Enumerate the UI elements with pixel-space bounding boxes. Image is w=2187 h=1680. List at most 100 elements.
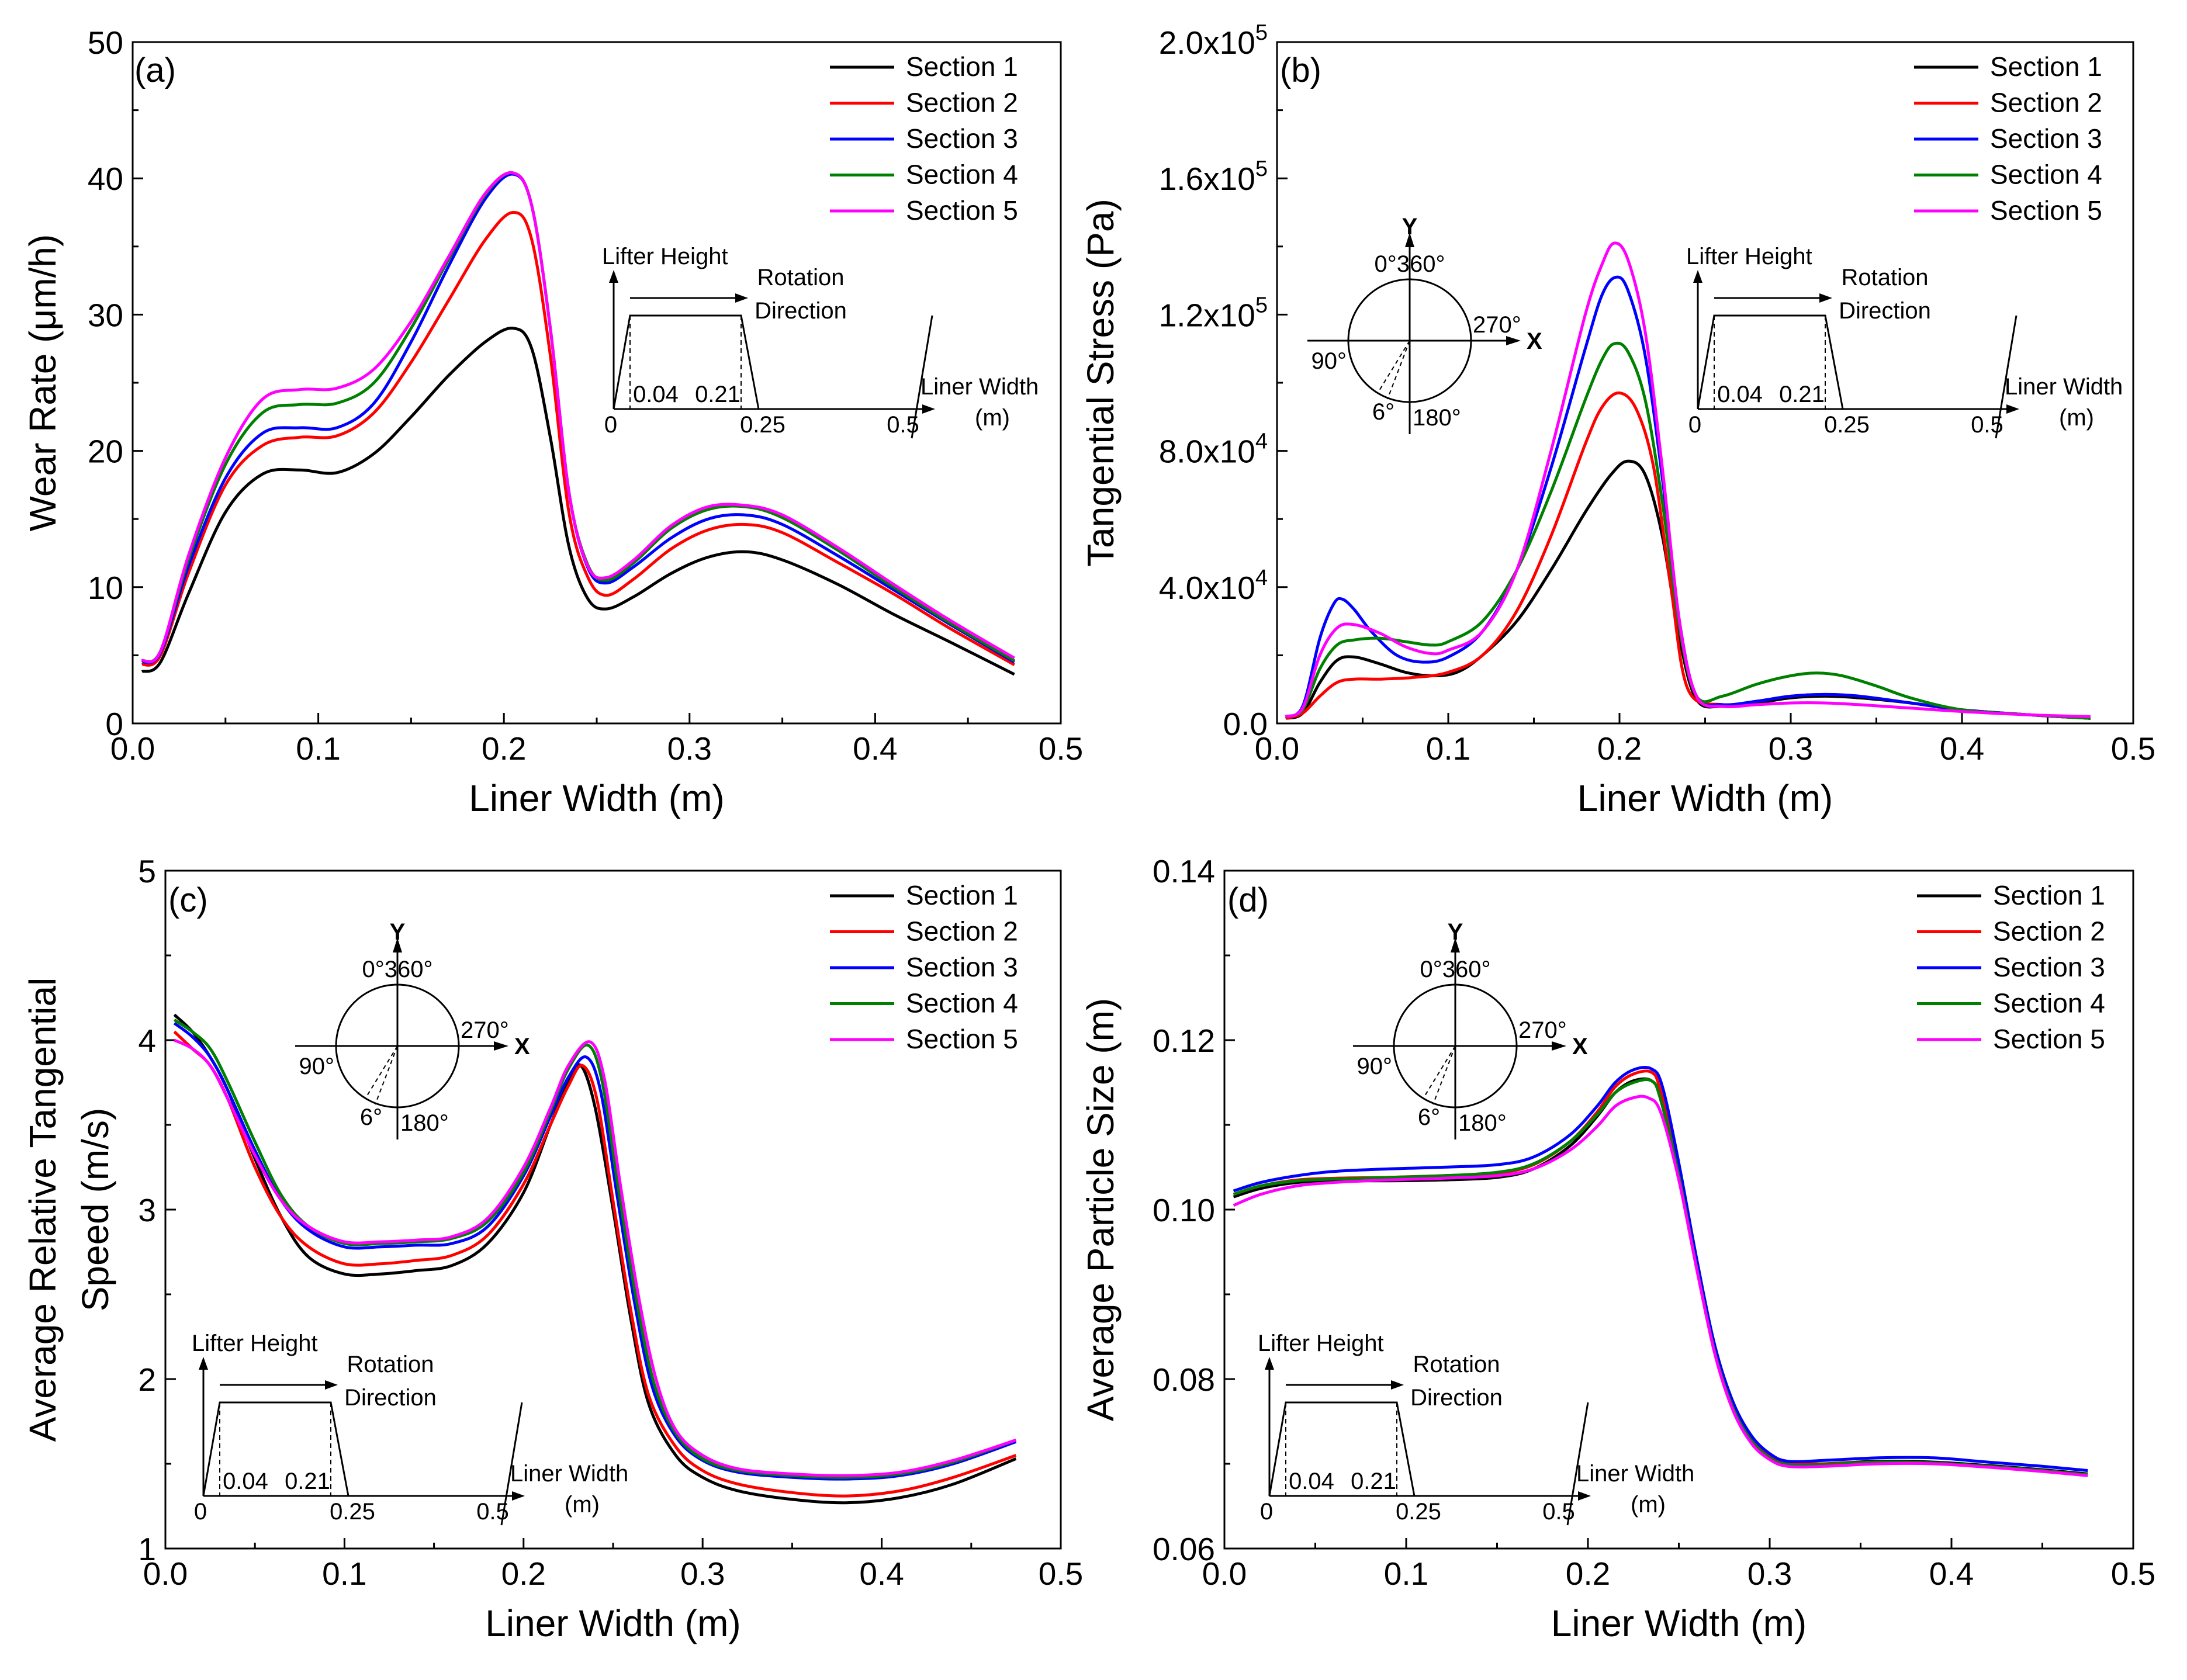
y-tick-exponent: 5 <box>1255 293 1268 317</box>
x-tick-label: 0.5 <box>2111 730 2155 767</box>
angle-90-label: 90° <box>1311 348 1347 374</box>
y-tick-label: 4.0x104 <box>1159 566 1268 606</box>
panel-tag: (d) <box>1227 881 1269 919</box>
lifter-height-arrowhead <box>199 1357 208 1370</box>
break-mark <box>1995 315 2018 439</box>
x-tick-label: 0.1 <box>322 1556 366 1592</box>
legend-label-section-2: Section 2 <box>1990 88 2102 118</box>
angle-6-label: 6° <box>360 1104 382 1130</box>
x-axis-label: Liner Width (m) <box>469 777 724 819</box>
x-tick-label: 0.4 <box>1929 1556 1974 1592</box>
x-tick-label: 0.4 <box>859 1556 904 1592</box>
liner-width-arrowhead <box>512 1491 525 1501</box>
legend-label-section-2: Section 2 <box>906 88 1018 118</box>
angle-0-360-label: 0°360° <box>1375 251 1445 277</box>
panel-tag: (a) <box>134 51 176 89</box>
tick-0: 0 <box>604 412 617 438</box>
y-tick-label: 0.10 <box>1153 1192 1215 1228</box>
legend-label-section-4: Section 4 <box>1990 160 2102 190</box>
unit-m-label: (m) <box>2059 405 2094 431</box>
angle-6-label: 6° <box>1372 399 1394 425</box>
angle-270-label: 270° <box>461 1017 509 1043</box>
y-axis-label: Y <box>1402 214 1418 240</box>
angle-dash-b <box>1387 340 1410 400</box>
break-mark <box>500 1402 523 1526</box>
y-arrowhead <box>1451 938 1460 952</box>
lifter-profile-shape <box>1697 314 1844 410</box>
x-tick-label: 0.1 <box>1384 1556 1428 1592</box>
x-tick-label: 0.2 <box>1566 1556 1610 1592</box>
legend-label-section-5: Section 5 <box>1990 195 2102 226</box>
y-tick-label: 4 <box>138 1023 156 1059</box>
x-axis-label: Liner Width (m) <box>1551 1602 1807 1644</box>
liner-width-inset-label: Liner Width <box>1576 1461 1694 1487</box>
angle-270-label: 270° <box>1518 1017 1567 1043</box>
y-tick-label: 10 <box>88 570 123 606</box>
x-axis-label: X <box>514 1034 530 1059</box>
y-tick-label: 50 <box>88 25 123 61</box>
y-tick-label: 1.6x105 <box>1159 157 1268 197</box>
y-tick-base: 0.0 <box>1223 706 1268 742</box>
x-axis-label: X <box>1572 1034 1588 1059</box>
y-tick-label: 20 <box>88 434 123 470</box>
x-arrowhead <box>1506 336 1521 345</box>
series-line-section-2 <box>141 210 1015 667</box>
liner-width-inset-label: Liner Width <box>921 374 1039 400</box>
tick-0-21: 0.21 <box>285 1468 330 1494</box>
tick-0: 0 <box>194 1499 207 1525</box>
legend: Section 1 Section 2 Section 3 Section 4 Sect… <box>1914 51 2102 226</box>
tick-0-25: 0.25 <box>330 1499 375 1525</box>
y-tick-label: 40 <box>88 161 123 197</box>
legend: Section 1 Section 2 Section 3 Section 4 Sect… <box>830 880 1018 1054</box>
legend-label-section-2: Section 2 <box>906 916 1018 947</box>
legend-label-section-3: Section 3 <box>1993 952 2105 982</box>
x-arrowhead <box>494 1041 508 1051</box>
series-line-section-1 <box>1233 1077 2088 1475</box>
rotation-arrowhead <box>325 1380 338 1390</box>
legend-label-section-3: Section 3 <box>1990 123 2102 154</box>
legend-label-section-5: Section 5 <box>1993 1024 2105 1054</box>
angle-0-360-label: 0°360° <box>362 957 433 982</box>
tick-0-04: 0.04 <box>223 1468 268 1494</box>
chart-panel-b: 0.0 0.1 0.2 0.3 0.4 0.50.04.0x1048.0x1041.2x1… <box>1079 20 2155 819</box>
direction-label: Direction <box>755 298 847 324</box>
unit-m-label: (m) <box>565 1492 600 1518</box>
lifter-profile-inset: Lifter Height Rotation Direction Liner Widt… <box>1258 1331 1694 1526</box>
liner-width-inset-label: Liner Width <box>510 1461 628 1487</box>
lifter-height-arrowhead <box>1265 1357 1274 1370</box>
y-axis-label-line2: Speed (m/s) <box>74 1108 116 1312</box>
liner-width-arrowhead <box>2006 404 2019 414</box>
tick-0-25: 0.25 <box>1396 1499 1441 1525</box>
y-arrowhead <box>393 938 402 952</box>
panel-tag: (b) <box>1280 51 1321 89</box>
tick-0-04: 0.04 <box>1289 1468 1334 1494</box>
y-tick-label: 0.0 <box>1223 706 1268 742</box>
x-tick-label: 0.5 <box>1039 730 1083 767</box>
y-tick-label: 0.12 <box>1153 1023 1215 1059</box>
rotation-arrowhead <box>1819 293 1832 303</box>
series-line-section-4 <box>1285 341 2091 720</box>
break-mark <box>911 315 933 439</box>
liner-width-arrowhead <box>922 404 935 414</box>
y-tick-label: 2.0x105 <box>1159 20 1268 61</box>
y-tick-label: 5 <box>138 853 156 889</box>
y-tick-exponent: 5 <box>1255 20 1268 45</box>
liner-width-arrowhead <box>1578 1491 1591 1501</box>
legend: Section 1 Section 2 Section 3 Section 4 Sect… <box>830 51 1018 226</box>
y-axis-label: Average Particle Size (m) <box>1079 998 1122 1421</box>
series-line-section-2 <box>1233 1069 2088 1477</box>
y-tick-base: 1.6x10 <box>1159 161 1255 197</box>
y-tick-label: 2 <box>138 1362 156 1398</box>
lifter-height-arrowhead <box>609 270 618 283</box>
legend-label-section-5: Section 5 <box>906 1024 1018 1054</box>
tick-0-21: 0.21 <box>1779 382 1825 407</box>
x-tick-label: 0.2 <box>501 1556 546 1592</box>
x-tick-label: 0.2 <box>1597 730 1642 767</box>
angle-6-label: 6° <box>1418 1104 1440 1130</box>
series-line-section-4 <box>1233 1078 2088 1477</box>
angle-270-label: 270° <box>1473 312 1521 338</box>
chart-panel-d: 0.0 0.1 0.2 0.3 0.4 0.5 0.06 0.08 0.10 0.12 0.14 Li… <box>1079 853 2155 1644</box>
lifter-profile-inset: Lifter Height Rotation Direction Liner Widt… <box>1686 244 2123 439</box>
y-tick-label: 8.0x104 <box>1159 429 1268 470</box>
